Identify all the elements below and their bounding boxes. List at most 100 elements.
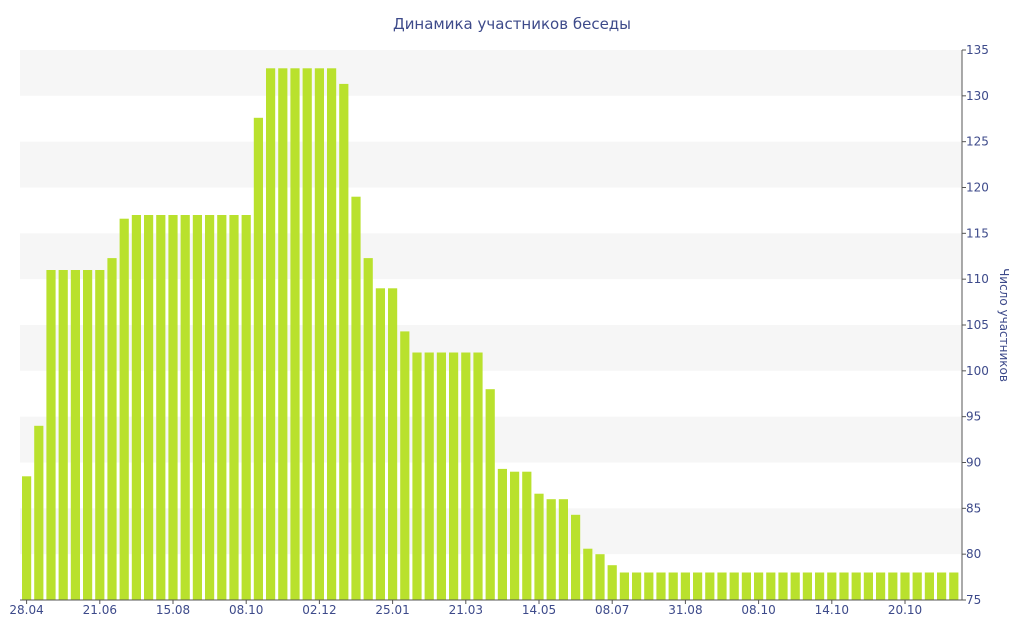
bar [766, 572, 776, 600]
bar [497, 468, 507, 600]
bar [58, 270, 68, 600]
y-tick-label: 130 [966, 89, 989, 103]
x-tick-label: 14.10 [815, 603, 849, 617]
bar [839, 572, 849, 600]
bar [729, 572, 739, 600]
bar [522, 471, 532, 600]
bar [900, 572, 910, 600]
bar [607, 565, 617, 600]
bar [290, 68, 300, 601]
bar [717, 572, 727, 600]
bar [778, 572, 788, 600]
bar [473, 352, 483, 600]
bar [119, 218, 129, 600]
bar [619, 572, 629, 600]
bar [937, 572, 947, 600]
bar [192, 215, 202, 600]
y-tick-label: 85 [966, 501, 981, 515]
bar [558, 499, 568, 600]
bar [131, 215, 141, 600]
grid-bands [20, 50, 962, 555]
bar [241, 215, 251, 600]
x-tick-label: 21.06 [83, 603, 117, 617]
bar [229, 215, 239, 600]
y-tick-label: 115 [966, 226, 989, 240]
y-tick-label: 110 [966, 272, 989, 286]
bar [827, 572, 837, 600]
y-tick-labels: 75 80 85 90 95 100 105 110 115 120 125 130 135 [962, 43, 989, 607]
x-tick-label: 20.10 [888, 603, 922, 617]
bar [278, 68, 288, 601]
bar [22, 476, 32, 601]
bar [705, 572, 715, 600]
bar [595, 554, 605, 600]
bar [83, 270, 93, 600]
bar [754, 572, 764, 600]
bar [632, 572, 642, 600]
x-tick-label: 08.10 [741, 603, 775, 617]
chart-title: Динамика участников беседы [393, 15, 631, 33]
bar [668, 572, 678, 600]
y-axis-title: Число участников [997, 268, 1011, 382]
x-tick-label: 25.01 [375, 603, 409, 617]
bar [912, 572, 922, 600]
bar [534, 493, 544, 600]
x-tick-label: 31.08 [668, 603, 702, 617]
y-tick-label: 80 [966, 547, 981, 561]
bar [436, 352, 446, 600]
y-tick-label: 120 [966, 181, 989, 195]
bar [107, 258, 117, 600]
bar [314, 68, 324, 601]
bar [144, 215, 154, 600]
bar [790, 572, 800, 600]
y-tick-label: 100 [966, 364, 989, 378]
bar [156, 215, 166, 600]
x-tick-label: 21.03 [449, 603, 483, 617]
grid-band [20, 50, 962, 96]
bars-group [22, 68, 959, 601]
bar [388, 288, 398, 600]
bar [46, 270, 56, 600]
bar [375, 288, 385, 600]
bar [510, 471, 520, 600]
grid-band [20, 141, 962, 188]
y-tick-label: 90 [966, 456, 981, 470]
x-tick-label: 08.07 [595, 603, 629, 617]
y-tick-label: 135 [966, 43, 989, 57]
bar [485, 389, 495, 600]
bar [424, 352, 434, 600]
y-tick-label: 105 [966, 318, 989, 332]
x-tick-label: 28.04 [9, 603, 43, 617]
bar [863, 572, 873, 600]
bar [851, 572, 861, 600]
bar [644, 572, 654, 600]
bar [741, 572, 751, 600]
bar [70, 270, 80, 600]
bar [327, 68, 337, 601]
x-tick-label: 08.10 [229, 603, 263, 617]
bar [876, 572, 886, 600]
x-tick-label: 15.08 [156, 603, 190, 617]
bar [693, 572, 703, 600]
bar [815, 572, 825, 600]
x-tick-label: 14.05 [522, 603, 556, 617]
y-tick-label: 75 [966, 593, 981, 607]
y-tick-label: 95 [966, 410, 981, 424]
bar [924, 572, 934, 600]
bar [339, 83, 349, 600]
bar [461, 352, 471, 600]
bar [400, 331, 410, 600]
bar [583, 548, 593, 600]
bar [680, 572, 690, 600]
bar [949, 572, 959, 600]
bar [34, 425, 44, 600]
bar [656, 572, 666, 600]
x-tick-labels: 28.04 21.06 15.08 08.10 02.12 25.01 21.03 14.05… [9, 600, 922, 617]
bar [363, 258, 373, 600]
bar [217, 215, 227, 600]
bar [95, 270, 105, 600]
bar [205, 215, 215, 600]
bar [412, 352, 422, 600]
